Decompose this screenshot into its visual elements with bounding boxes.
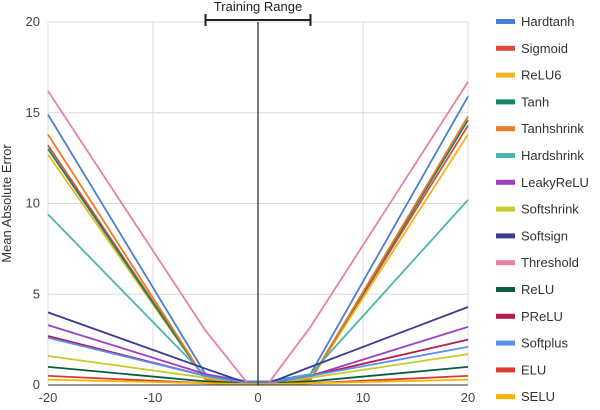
legend-label-threshold: Threshold bbox=[521, 255, 579, 270]
legend-swatch-sigmoid bbox=[496, 45, 515, 51]
x-tick-label: 10 bbox=[356, 390, 370, 405]
y-tick-label: 5 bbox=[33, 286, 40, 301]
legend: Hardtanh Sigmoid ReLU6 Tanh Tanhshrink Hardsh… bbox=[496, 14, 589, 404]
legend-swatch-hardshrink bbox=[496, 153, 515, 158]
legend-label-softplus: Softplus bbox=[521, 336, 568, 351]
legend-label-softsign: Softsign bbox=[521, 228, 568, 243]
legend-swatch-threshold bbox=[496, 260, 515, 266]
legend-swatch-tanh bbox=[496, 99, 515, 105]
x-tick-label: -20 bbox=[39, 390, 58, 405]
axis-layer: 0 5 10 15 20 -20 -10 0 10 20 bbox=[26, 14, 476, 405]
legend-label-leakyrelu: LeakyReLU bbox=[521, 175, 589, 190]
legend-swatch-tanhshrink bbox=[496, 126, 515, 132]
legend-label-softshrink: Softshrink bbox=[521, 202, 579, 217]
legend-label-sigmoid: Sigmoid bbox=[521, 41, 568, 56]
legend-label-selu: SELU bbox=[521, 389, 555, 404]
legend-label-elu: ELU bbox=[521, 362, 546, 377]
legend-label-hardshrink: Hardshrink bbox=[521, 148, 584, 163]
legend-label-tanhshrink: Tanhshrink bbox=[521, 121, 584, 136]
legend-swatch-softshrink bbox=[496, 206, 515, 212]
legend-label-relu6: ReLU6 bbox=[521, 68, 561, 83]
x-tick-label: 20 bbox=[461, 390, 475, 405]
y-axis-title: Mean Absolute Error bbox=[0, 144, 14, 263]
x-tick-label: -10 bbox=[144, 390, 163, 405]
legend-label-prelu: PReLU bbox=[521, 309, 563, 324]
x-tick-label: 0 bbox=[254, 390, 261, 405]
legend-label-hardtanh: Hardtanh bbox=[521, 14, 574, 29]
legend-swatch-softsign bbox=[496, 233, 515, 239]
legend-label-relu: ReLU bbox=[521, 282, 554, 297]
y-tick-label: 0 bbox=[33, 377, 40, 392]
training-range-label: Training Range bbox=[214, 0, 302, 14]
legend-swatch-hardtanh bbox=[496, 19, 515, 24]
annotation-layer: Training Range bbox=[204, 0, 312, 26]
legend-swatch-softplus bbox=[496, 340, 515, 346]
y-tick-label: 10 bbox=[26, 196, 40, 211]
legend-swatch-relu bbox=[496, 287, 515, 292]
legend-swatch-elu bbox=[496, 367, 515, 373]
legend-swatch-leakyrelu bbox=[496, 179, 515, 185]
legend-swatch-relu6 bbox=[496, 72, 515, 78]
y-tick-label: 15 bbox=[26, 105, 40, 120]
y-tick-label: 20 bbox=[26, 14, 40, 29]
legend-label-tanh: Tanh bbox=[521, 94, 549, 109]
legend-swatch-prelu bbox=[496, 313, 515, 319]
legend-swatch-selu bbox=[496, 394, 515, 400]
